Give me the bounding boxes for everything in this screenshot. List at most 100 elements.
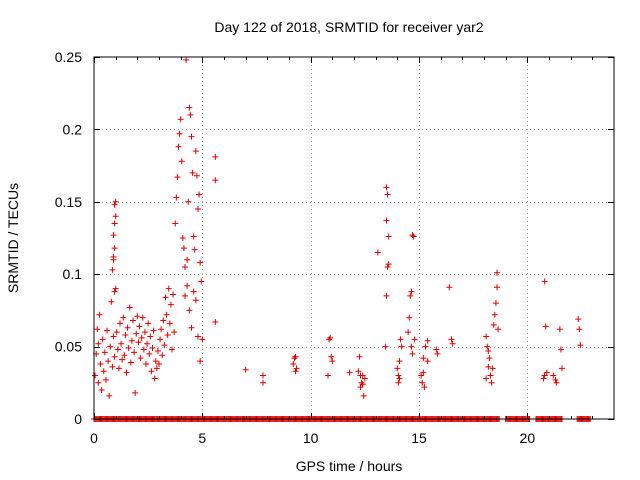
x-tick-label: 0 xyxy=(90,430,98,446)
data-point xyxy=(134,313,141,320)
data-point xyxy=(132,389,139,396)
data-point xyxy=(186,307,193,314)
data-point xyxy=(148,368,155,375)
data-point xyxy=(190,288,197,295)
data-point xyxy=(95,379,102,386)
data-point xyxy=(123,369,130,376)
data-point xyxy=(99,336,106,343)
data-point xyxy=(182,292,188,299)
data-point xyxy=(125,345,132,352)
data-point xyxy=(162,294,169,301)
data-point xyxy=(195,206,201,213)
data-point xyxy=(360,392,367,399)
data-point xyxy=(197,358,204,365)
data-point xyxy=(449,340,456,347)
data-point xyxy=(385,233,392,240)
data-point xyxy=(112,213,119,220)
data-point xyxy=(196,191,203,198)
data-point xyxy=(448,336,455,343)
data-point xyxy=(189,169,196,176)
data-point xyxy=(110,253,117,260)
data-point xyxy=(147,333,154,340)
data-point xyxy=(419,379,426,386)
data-point xyxy=(397,336,404,343)
data-point xyxy=(175,143,182,150)
data-point xyxy=(157,336,164,343)
data-point xyxy=(199,336,206,343)
data-point xyxy=(384,191,391,198)
data-point xyxy=(494,284,500,291)
data-point xyxy=(121,352,128,359)
data-point xyxy=(112,198,119,205)
data-point xyxy=(396,375,403,382)
y-tick-label: 0 xyxy=(74,411,82,427)
data-point xyxy=(559,365,565,372)
data-point xyxy=(127,359,134,366)
data-point xyxy=(141,329,148,336)
data-point xyxy=(543,369,550,376)
data-point xyxy=(484,343,491,350)
data-point xyxy=(408,288,415,295)
data-point xyxy=(383,217,390,224)
x-axis-label: GPS time / hours xyxy=(296,458,403,474)
data-point xyxy=(137,355,144,362)
data-point xyxy=(260,379,266,386)
data-point xyxy=(184,282,191,289)
data-point xyxy=(552,376,559,383)
data-point xyxy=(195,333,201,340)
data-point xyxy=(192,148,199,155)
data-point xyxy=(485,363,492,370)
data-point xyxy=(193,172,200,179)
data-point xyxy=(492,300,499,307)
data-point xyxy=(183,56,190,63)
data-point xyxy=(184,256,191,263)
data-point xyxy=(131,349,138,356)
data-point xyxy=(541,278,548,285)
data-point xyxy=(156,360,162,367)
data-point xyxy=(159,352,166,359)
data-point xyxy=(542,323,549,330)
data-point xyxy=(385,261,392,268)
data-point xyxy=(178,158,185,165)
data-point xyxy=(187,111,194,118)
data-point xyxy=(384,263,391,270)
data-point xyxy=(109,363,116,370)
data-point xyxy=(188,133,195,140)
y-tick-label: 0.05 xyxy=(55,339,82,355)
data-point xyxy=(292,353,299,360)
data-point xyxy=(146,350,153,357)
data-point xyxy=(577,342,584,349)
data-point xyxy=(491,311,498,318)
data-point xyxy=(113,329,120,336)
data-point xyxy=(494,269,500,276)
data-point xyxy=(355,368,362,375)
data-point xyxy=(140,346,147,353)
data-point xyxy=(126,304,133,311)
data-point xyxy=(110,232,117,239)
y-tick-label: 0.2 xyxy=(63,121,83,137)
data-point xyxy=(170,291,177,298)
data-point xyxy=(161,342,168,349)
data-point xyxy=(119,356,126,363)
data-point xyxy=(540,375,547,382)
data-point xyxy=(118,340,125,347)
data-point xyxy=(490,321,497,328)
data-point xyxy=(109,266,116,273)
data-point xyxy=(110,333,117,340)
data-point xyxy=(163,311,170,318)
data-point xyxy=(486,355,493,362)
data-point xyxy=(485,347,492,354)
data-point xyxy=(358,379,365,386)
data-point xyxy=(446,284,453,291)
data-point xyxy=(421,384,428,391)
data-point xyxy=(180,245,187,252)
data-point xyxy=(406,314,413,321)
data-point xyxy=(153,365,160,372)
data-point xyxy=(192,297,199,304)
data-point xyxy=(197,259,204,266)
data-point xyxy=(292,368,299,375)
data-point xyxy=(329,358,336,365)
data-point xyxy=(144,340,151,347)
data-point xyxy=(96,311,103,318)
data-point xyxy=(166,320,173,327)
